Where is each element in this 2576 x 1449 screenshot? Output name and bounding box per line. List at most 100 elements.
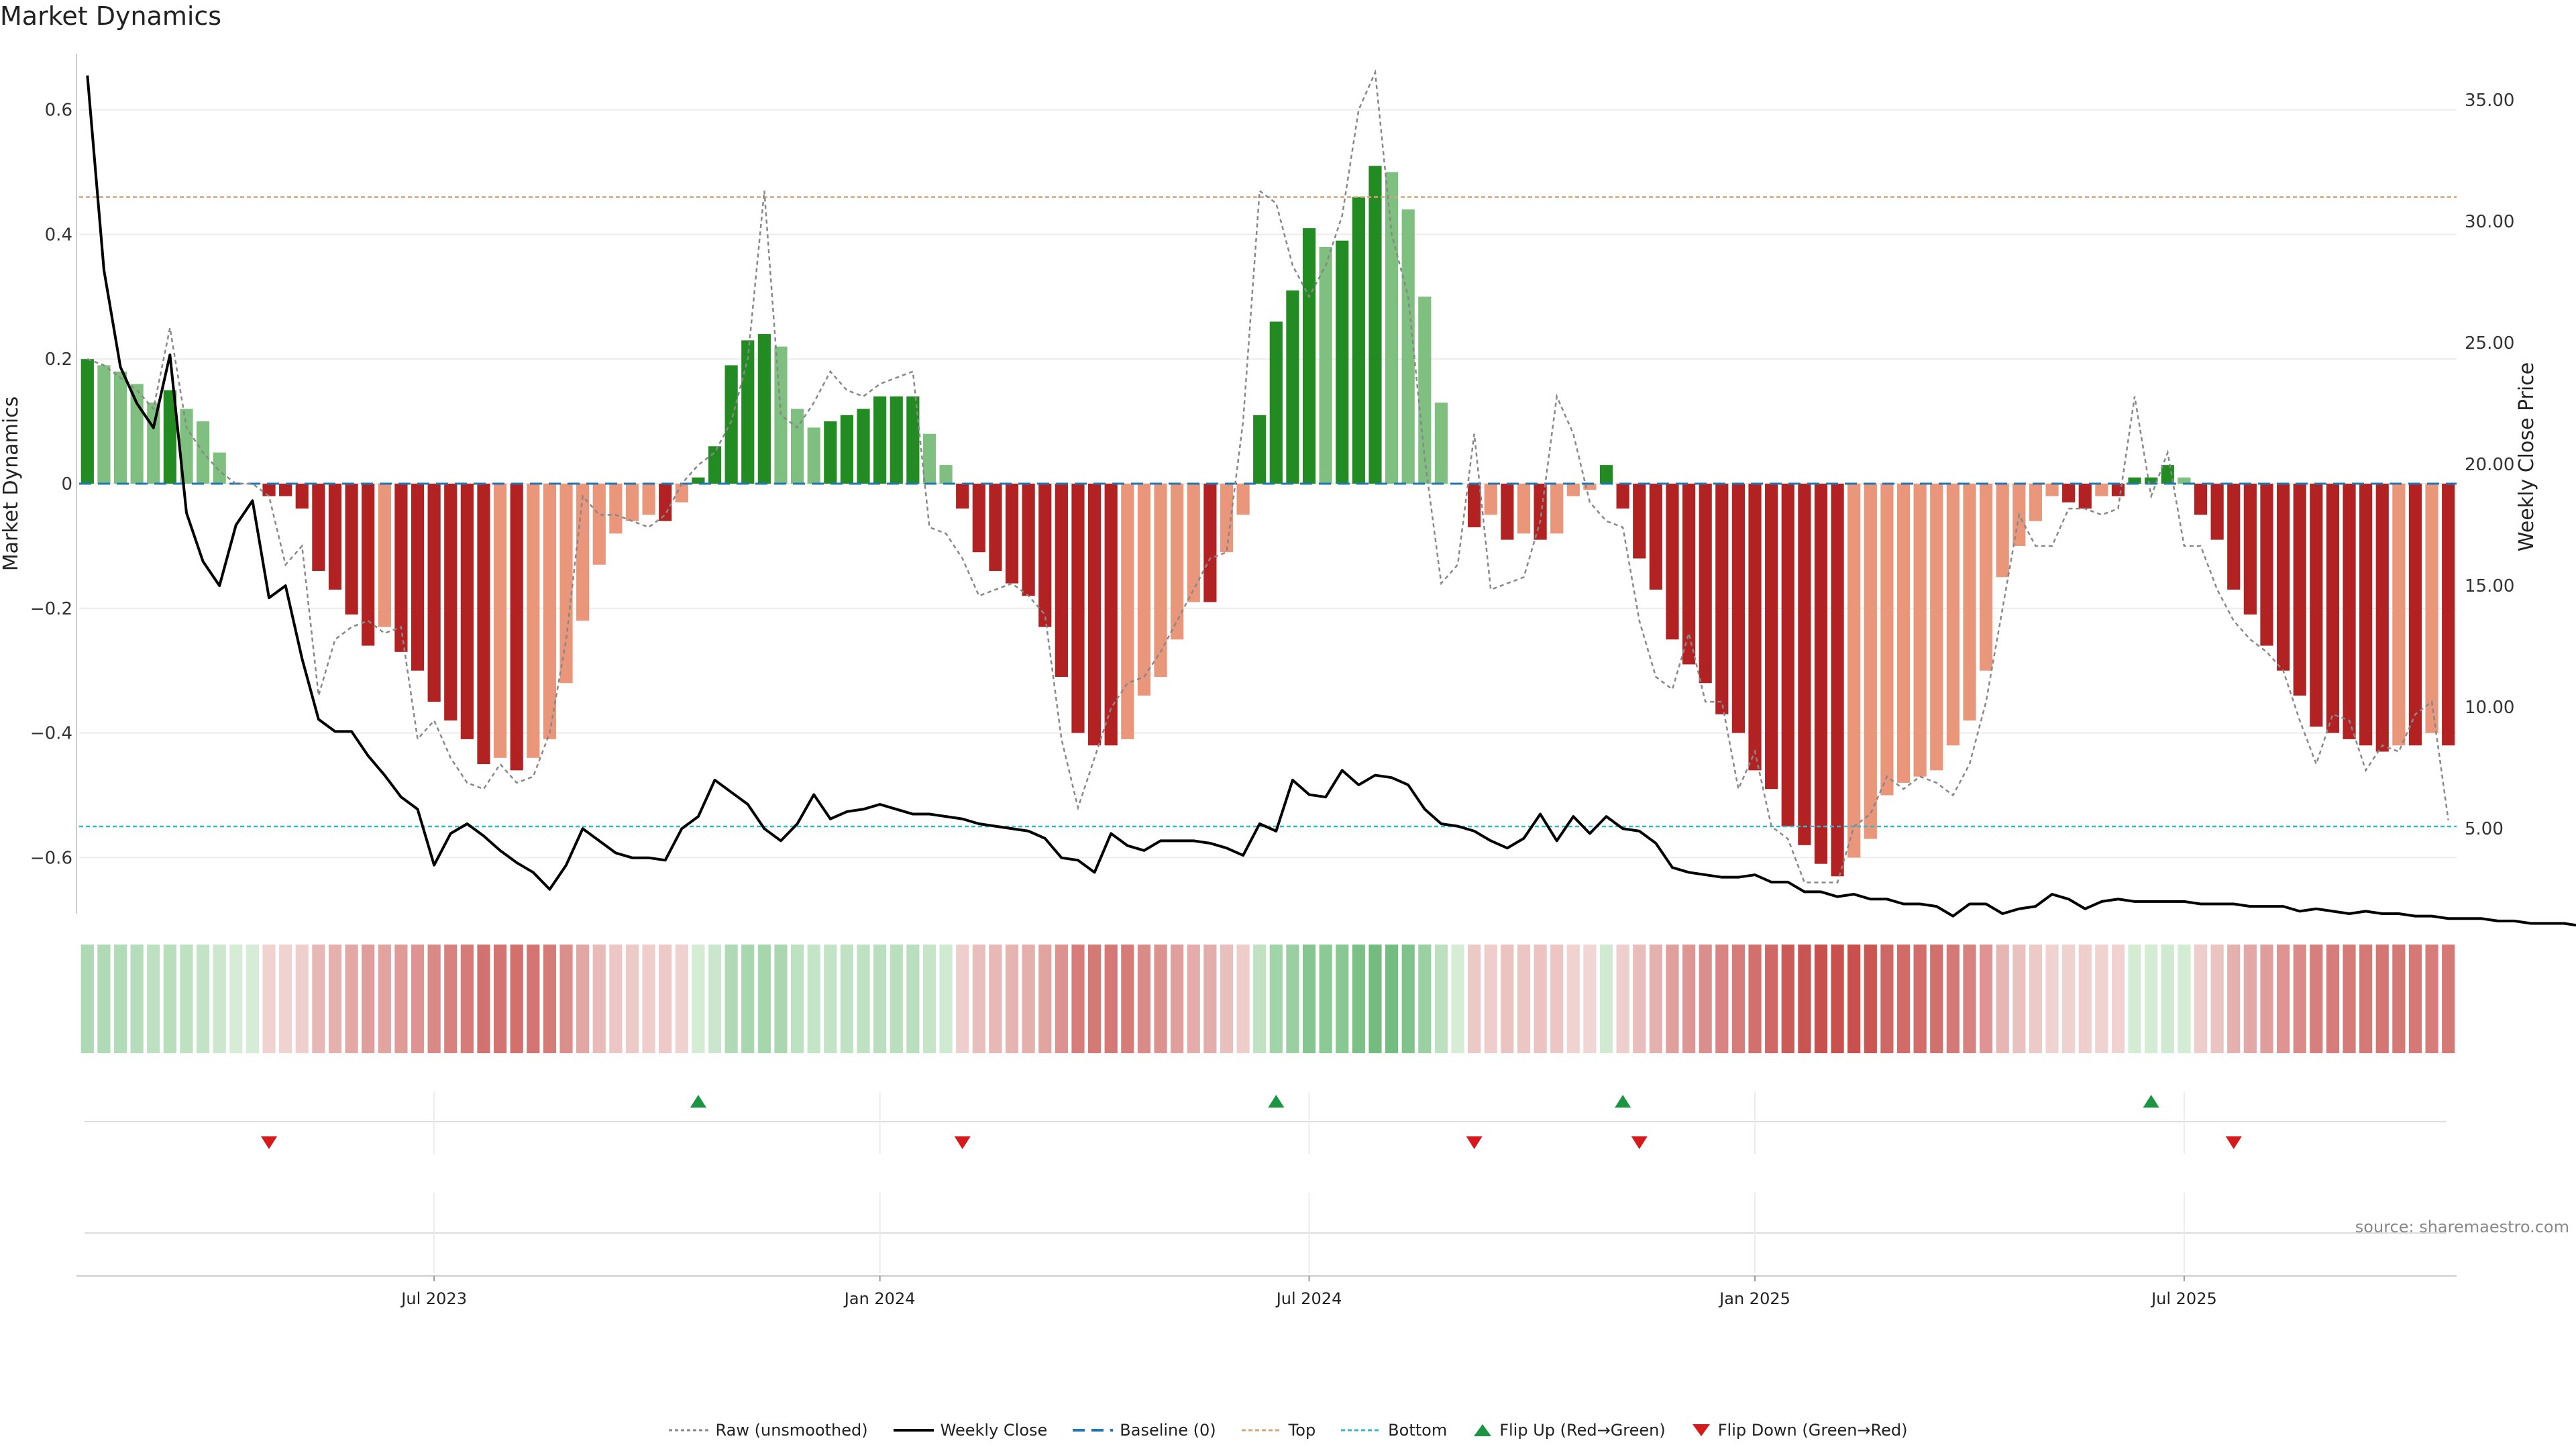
bottom-line-swatch-icon bbox=[1341, 1429, 1382, 1432]
heat-cell bbox=[394, 945, 408, 1053]
bar bbox=[2442, 484, 2455, 746]
bar bbox=[328, 484, 342, 590]
heat-cell bbox=[956, 945, 969, 1053]
bar bbox=[345, 484, 358, 615]
triangle-up-icon bbox=[1474, 1424, 1492, 1436]
heat-cell bbox=[2359, 945, 2373, 1053]
bar bbox=[1682, 484, 1696, 665]
bar bbox=[460, 484, 474, 739]
heat-cell bbox=[2161, 945, 2174, 1053]
bar bbox=[1517, 484, 1531, 534]
bar bbox=[1187, 484, 1200, 602]
x-tick-label: Jul 2025 bbox=[2150, 1289, 2217, 1308]
legend-label: Top bbox=[1288, 1421, 1316, 1440]
weekly-close-line bbox=[86, 75, 2576, 927]
bar bbox=[989, 484, 1002, 572]
bar bbox=[1302, 228, 1316, 484]
legend-item-close: Weekly Close bbox=[893, 1421, 1047, 1440]
y-tick-label: 0.6 bbox=[45, 101, 72, 121]
heat-cell bbox=[609, 945, 623, 1053]
bar bbox=[1336, 240, 1349, 484]
bar bbox=[1022, 484, 1035, 596]
heat-cell bbox=[1798, 945, 1811, 1053]
heat-cell bbox=[543, 945, 557, 1053]
bar bbox=[1501, 484, 1514, 540]
y-tick-label: −0.4 bbox=[30, 724, 72, 744]
heat-cell bbox=[1005, 945, 1019, 1053]
heat-cell bbox=[757, 945, 771, 1053]
flip-up-marker bbox=[690, 1095, 706, 1108]
bar bbox=[807, 427, 820, 484]
heat-cell bbox=[2210, 945, 2224, 1053]
bar bbox=[1368, 166, 1382, 484]
line-series bbox=[79, 69, 2576, 927]
heat-cell bbox=[1864, 945, 1877, 1053]
bar bbox=[1781, 484, 1794, 826]
bar bbox=[312, 484, 325, 572]
heat-cell bbox=[2392, 945, 2406, 1053]
close-line-swatch-icon bbox=[893, 1429, 934, 1432]
bar bbox=[790, 409, 804, 484]
bar bbox=[80, 359, 94, 484]
heat-cell bbox=[2260, 945, 2273, 1053]
legend-label: Raw (unsmoothed) bbox=[715, 1421, 868, 1440]
heat-cell bbox=[1121, 945, 1134, 1053]
heat-cell bbox=[2194, 945, 2208, 1053]
bar bbox=[1715, 484, 1729, 714]
bar bbox=[972, 484, 985, 553]
bar bbox=[1798, 484, 1811, 845]
bar bbox=[543, 484, 557, 739]
heat-cell bbox=[1765, 945, 1778, 1053]
heat-cell bbox=[1913, 945, 1927, 1053]
heat-cell bbox=[576, 945, 590, 1053]
heat-cell bbox=[1715, 945, 1729, 1053]
bar bbox=[394, 484, 408, 652]
bar bbox=[130, 384, 144, 484]
legend-label: Baseline (0) bbox=[1120, 1421, 1216, 1440]
heat-cell bbox=[1517, 945, 1531, 1053]
heat-cell bbox=[1831, 945, 1844, 1053]
heat-cell bbox=[1087, 945, 1102, 1053]
bar bbox=[2194, 484, 2208, 515]
top-line-swatch-icon bbox=[1241, 1429, 1282, 1432]
bar bbox=[2425, 484, 2438, 733]
heat-cell bbox=[196, 945, 210, 1053]
heat-cell bbox=[840, 945, 854, 1053]
heat-cell bbox=[1038, 945, 1052, 1053]
legend-label: Bottom bbox=[1388, 1421, 1448, 1440]
bar bbox=[922, 433, 936, 484]
bar bbox=[1038, 484, 1052, 627]
bar bbox=[1599, 465, 1613, 484]
bar bbox=[1071, 484, 1085, 733]
heat-cell bbox=[262, 945, 276, 1053]
bar bbox=[510, 484, 523, 771]
heat-cell bbox=[163, 945, 176, 1053]
heat-cell bbox=[1550, 945, 1564, 1053]
bar bbox=[279, 484, 292, 496]
heat-cell bbox=[477, 945, 490, 1053]
heat-cell bbox=[444, 945, 458, 1053]
bar bbox=[906, 396, 920, 484]
legend-item-bottom: Bottom bbox=[1341, 1421, 1447, 1440]
heat-cell bbox=[2128, 945, 2141, 1053]
bar bbox=[1649, 484, 1662, 590]
bar bbox=[1666, 484, 1679, 640]
bar bbox=[1484, 484, 1497, 515]
bar bbox=[1996, 484, 2009, 578]
bar bbox=[659, 484, 672, 521]
heat-cell bbox=[2408, 945, 2422, 1053]
heat-cell bbox=[147, 945, 160, 1053]
heat-cell bbox=[180, 945, 193, 1053]
heat-cell bbox=[741, 945, 755, 1053]
x-tick-label: Jan 2024 bbox=[843, 1289, 916, 1308]
heat-cell bbox=[1583, 945, 1597, 1053]
y-tick-label: 0.4 bbox=[45, 225, 72, 245]
bar bbox=[2326, 484, 2340, 733]
bar bbox=[378, 484, 391, 627]
heat-cell bbox=[362, 945, 375, 1053]
raw-series-line bbox=[87, 69, 2449, 883]
heat-cell bbox=[97, 945, 111, 1053]
legend-item-flip-down: Flip Down (Green→Red) bbox=[1691, 1421, 1908, 1440]
heat-cell bbox=[659, 945, 672, 1053]
heat-cell bbox=[1154, 945, 1167, 1053]
